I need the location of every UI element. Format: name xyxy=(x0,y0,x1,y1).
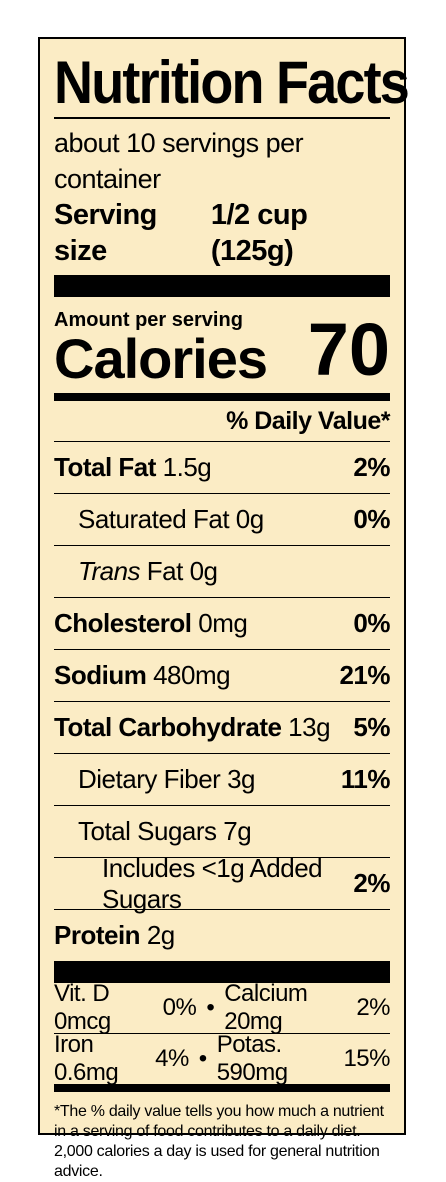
nutrient-name: Total Sugars xyxy=(78,816,217,846)
calories-row: Calories 70 xyxy=(54,313,390,390)
bullet-separator: • xyxy=(206,994,215,1021)
nutrient-row-total-fat: Total Fat 1.5g 2% xyxy=(54,441,390,493)
nutrient-row-saturated-fat: Saturated Fat 0g 0% xyxy=(54,493,390,545)
calories-label: Calories xyxy=(54,327,268,390)
nutrient-row-dietary-fiber: Dietary Fiber 3g 11% xyxy=(54,753,391,805)
nutrient-name: Dietary Fiber xyxy=(78,764,221,794)
thick-divider xyxy=(54,275,390,297)
vitamin-name: Iron 0.6mg xyxy=(54,1031,119,1086)
vitamin-dv: 0% xyxy=(162,994,197,1021)
nutrient-dv: 11% xyxy=(340,764,391,794)
nutrition-facts-label: Nutrition Facts about 10 servings per co… xyxy=(38,37,410,1180)
daily-value-header: % Daily Value* xyxy=(226,407,390,435)
vitamin-name: Vit. D 0mcg xyxy=(54,980,111,1035)
nutrient-amount: 2g xyxy=(146,920,175,950)
nutrient-row-total-carbohydrate: Total Carbohydrate 13g 5% xyxy=(54,701,390,753)
nutrient-name: Includes <1g Added Sugars xyxy=(102,852,323,914)
nutrient-amount: 480mg xyxy=(153,660,231,690)
bullet-separator: • xyxy=(198,1045,207,1072)
nutrient-dv: 2% xyxy=(353,868,390,898)
nutrient-amount: 0g xyxy=(189,556,218,586)
vitamin-dv: 4% xyxy=(155,1045,189,1072)
nutrient-name: Cholesterol xyxy=(54,608,192,638)
nutrient-name: Fat xyxy=(146,556,184,586)
nutrient-amount: 7g xyxy=(223,816,252,846)
divider xyxy=(54,117,390,119)
vitamin-name: Potas. 590mg xyxy=(216,1031,288,1086)
nutrient-name: Sodium xyxy=(54,660,147,690)
footnote: *The % daily value tells you how much a … xyxy=(54,1103,384,1180)
medium-divider xyxy=(54,393,390,401)
nutrient-row-protein: Protein 2g xyxy=(54,909,390,961)
serving-size-label: Serving size xyxy=(54,199,157,267)
vitamin-dv: 2% xyxy=(356,994,390,1021)
serving-size-row: Serving size 1/2 cup (125g) xyxy=(54,197,390,269)
label-title: Nutrition Facts xyxy=(54,49,410,116)
nutrient-dv: 2% xyxy=(353,452,390,482)
nutrient-row-added-sugars: Includes <1g Added Sugars 2% xyxy=(54,853,390,914)
nutrient-amount: 13g xyxy=(288,712,331,742)
serving-size-value: 1/2 cup (125g) xyxy=(210,199,308,267)
nutrient-amount: 0mg xyxy=(198,608,248,638)
nutrient-row-total-sugars: Total Sugars 7g xyxy=(54,805,390,857)
nutrient-dv: 0% xyxy=(353,504,390,534)
calories-value: 70 xyxy=(307,308,390,391)
medium-divider xyxy=(54,1084,390,1092)
nutrient-name: Saturated Fat xyxy=(78,504,230,534)
nutrient-name: Total Fat xyxy=(54,452,156,482)
nutrient-amount: 0g xyxy=(235,504,264,534)
amount-per-serving: Amount per serving xyxy=(54,309,243,331)
vitamin-row: Vit. D 0mcg 0% • Calcium 20mg 2% xyxy=(54,980,390,1035)
vitamin-dv: 15% xyxy=(343,1045,390,1072)
servings-per-container: about 10 servings per container xyxy=(54,128,304,194)
nutrient-amount: 3g xyxy=(227,764,255,794)
nutrient-amount: 1.5g xyxy=(162,452,212,482)
nutrient-name-italic: Trans xyxy=(78,556,141,586)
thick-divider xyxy=(54,961,390,983)
nutrient-dv: 21% xyxy=(339,660,390,690)
nutrient-name: Total Carbohydrate xyxy=(54,712,282,742)
vitamin-name: Calcium 20mg xyxy=(224,980,308,1035)
nutrient-row-trans-fat: Trans Fat 0g xyxy=(54,545,390,597)
nutrient-dv: 0% xyxy=(353,608,390,638)
vitamin-row: Iron 0.6mg 4% • Potas. 590mg 15% xyxy=(54,1031,390,1086)
nutrient-row-cholesterol: Cholesterol 0mg 0% xyxy=(54,597,390,649)
nutrient-row-sodium: Sodium 480mg 21% xyxy=(54,649,390,701)
nutrient-dv: 5% xyxy=(353,712,390,742)
nutrient-name: Protein xyxy=(54,920,141,950)
